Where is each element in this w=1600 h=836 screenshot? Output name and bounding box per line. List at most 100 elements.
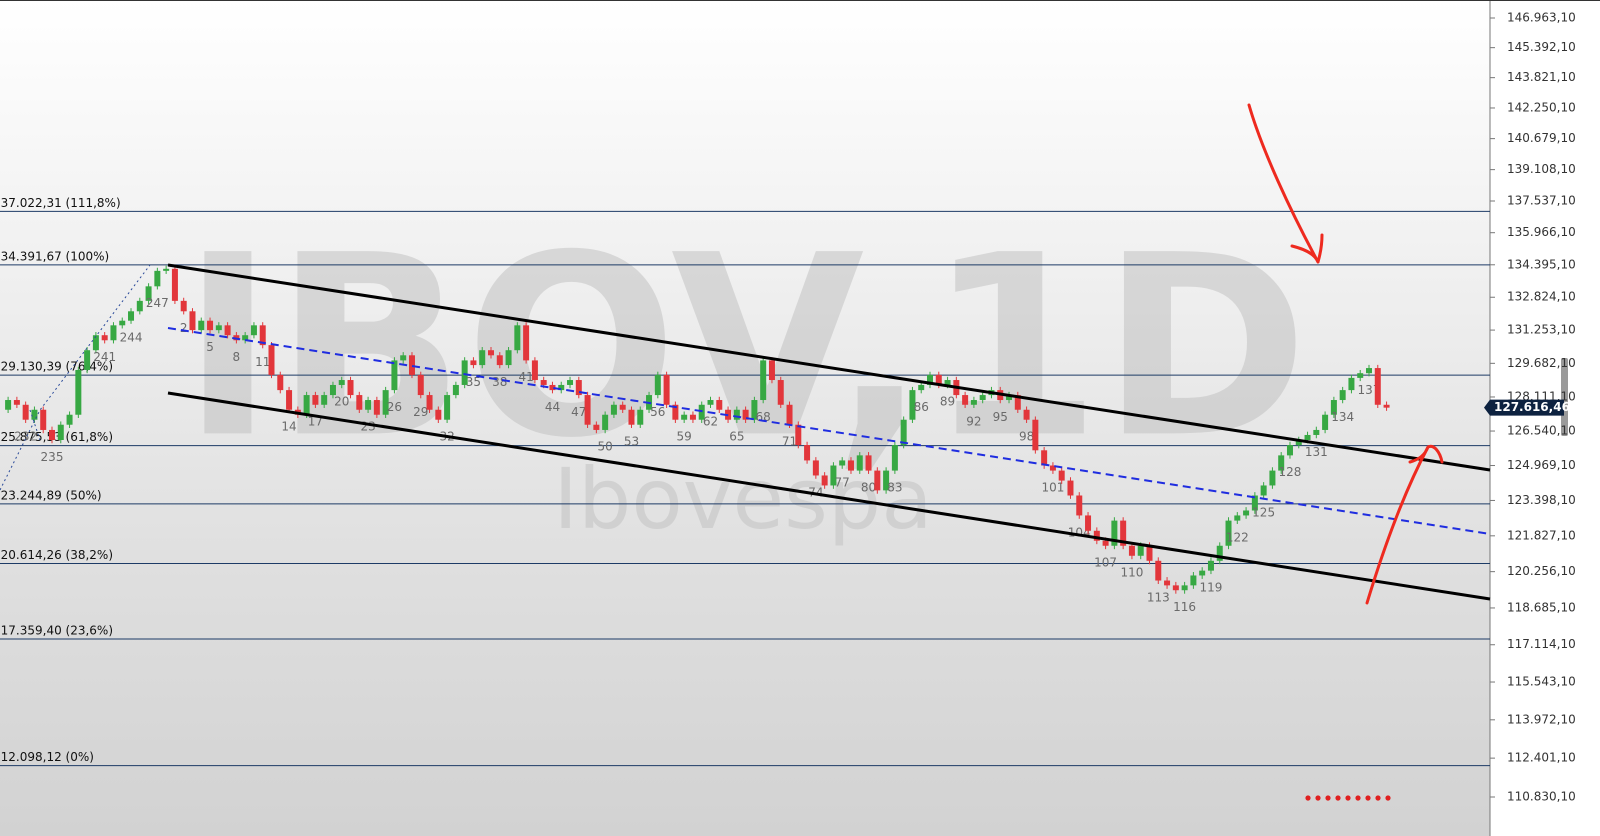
- bar-number: 80: [861, 480, 876, 494]
- candle-body: [1014, 395, 1021, 410]
- candle-body: [514, 325, 521, 351]
- candle-body: [777, 380, 784, 405]
- candle-body: [1251, 495, 1258, 511]
- candle-body: [874, 470, 881, 491]
- last-price-tag: [1484, 399, 1564, 416]
- candle-body: [49, 429, 55, 441]
- bar-number: 14: [281, 419, 296, 433]
- candle-body: [672, 404, 679, 420]
- candle-body: [1190, 575, 1197, 586]
- candle-body: [1243, 510, 1250, 516]
- candle-body: [1102, 540, 1109, 546]
- candle-body: [1085, 515, 1092, 531]
- candle-body: [312, 395, 319, 405]
- bar-number: 56: [650, 405, 665, 419]
- candle-body: [198, 320, 205, 331]
- annotation-arrow-down: [1247, 103, 1324, 264]
- bar-number: 8: [233, 350, 241, 364]
- candle-body: [900, 419, 907, 446]
- candle-body: [1322, 414, 1329, 430]
- candle-body: [716, 400, 723, 410]
- candle-body: [1006, 395, 1013, 401]
- y-tick-label: 117.114,10: [1507, 637, 1576, 651]
- candle-body: [839, 460, 846, 466]
- bar-number: 44: [545, 400, 560, 414]
- bar-number: 131: [1305, 445, 1328, 459]
- bar-number: 5: [206, 340, 214, 354]
- candle-body: [584, 395, 591, 425]
- level-label: 117.359,40 (23,6%): [0, 623, 113, 637]
- bar-number: 38: [492, 375, 507, 389]
- bar-number: 244: [120, 330, 143, 344]
- candle-body: [1111, 520, 1118, 546]
- bar-number: 122: [1226, 531, 1249, 545]
- candle-body: [1286, 445, 1293, 456]
- candle-body: [1207, 560, 1214, 571]
- candle-body: [812, 460, 819, 476]
- candle-body: [1041, 450, 1048, 466]
- candle-body: [154, 270, 161, 287]
- scroll-handle[interactable]: [1561, 358, 1568, 436]
- candle-body: [444, 395, 451, 420]
- bar-number: 62: [703, 415, 718, 429]
- candle-body: [567, 380, 574, 385]
- candle-body: [795, 424, 802, 446]
- y-tick-label: 137.537,10: [1507, 193, 1576, 207]
- y-tick-label: 118.685,10: [1507, 600, 1576, 614]
- bar-number: 53: [624, 434, 639, 448]
- bar-number: 26: [387, 400, 402, 414]
- candle-body: [1199, 570, 1206, 576]
- candle-body: [1374, 368, 1381, 405]
- candle-body: [689, 414, 696, 420]
- bar-number: 83: [887, 480, 902, 494]
- bar-number: 134: [1331, 410, 1354, 424]
- candle-body: [286, 390, 293, 410]
- candle-body: [180, 300, 187, 312]
- bar-number: 59: [677, 429, 692, 443]
- candle-body: [435, 409, 442, 420]
- bar-number: 11: [255, 355, 270, 369]
- y-tick-label: 129.682,10: [1507, 356, 1576, 370]
- level-label: 137.022,31 (111,8%): [0, 196, 121, 210]
- y-tick-label: 140.679,10: [1507, 131, 1576, 145]
- channel-lower: [167, 391, 1491, 601]
- candle-body: [918, 384, 925, 391]
- candle-body: [1076, 495, 1083, 516]
- y-tick-label: 131.253,10: [1507, 323, 1576, 337]
- candle-body: [1366, 368, 1372, 374]
- y-tick-label: 143.821,10: [1507, 70, 1576, 84]
- bar-number: 86: [914, 400, 929, 414]
- bar-number: 113: [1147, 590, 1170, 604]
- last-price-label: 127.616,46: [1494, 400, 1570, 414]
- candle-body: [768, 360, 775, 381]
- candle-body: [1234, 515, 1241, 521]
- bar-number: 41: [518, 370, 533, 384]
- candle-body: [1146, 545, 1153, 561]
- candle-body: [505, 350, 512, 366]
- candle-body: [496, 355, 503, 366]
- candle-body: [1330, 400, 1337, 415]
- candle-body: [189, 311, 196, 331]
- candle-body: [663, 374, 670, 405]
- candle-body: [549, 384, 556, 391]
- candle-body: [461, 360, 468, 385]
- candle-body: [13, 400, 20, 405]
- candle-body: [1357, 373, 1364, 378]
- candle-body: [865, 455, 872, 471]
- bar-number: 35: [466, 375, 481, 389]
- candle-body: [488, 350, 494, 356]
- bar-number: 247: [146, 296, 169, 310]
- y-tick-label: 139.108,10: [1507, 162, 1576, 176]
- candle-body: [707, 400, 714, 405]
- bar-number: 110: [1120, 566, 1143, 580]
- candle-body: [681, 414, 688, 420]
- candle-body: [470, 360, 477, 366]
- bar-number: 29: [413, 405, 428, 419]
- y-tick-label: 121.827,10: [1507, 528, 1576, 542]
- candle-body: [944, 380, 951, 385]
- candle-body: [804, 445, 811, 461]
- candle-body: [224, 325, 231, 336]
- level-label: 112.098,12 (0%): [0, 750, 94, 764]
- candle-body: [128, 311, 135, 321]
